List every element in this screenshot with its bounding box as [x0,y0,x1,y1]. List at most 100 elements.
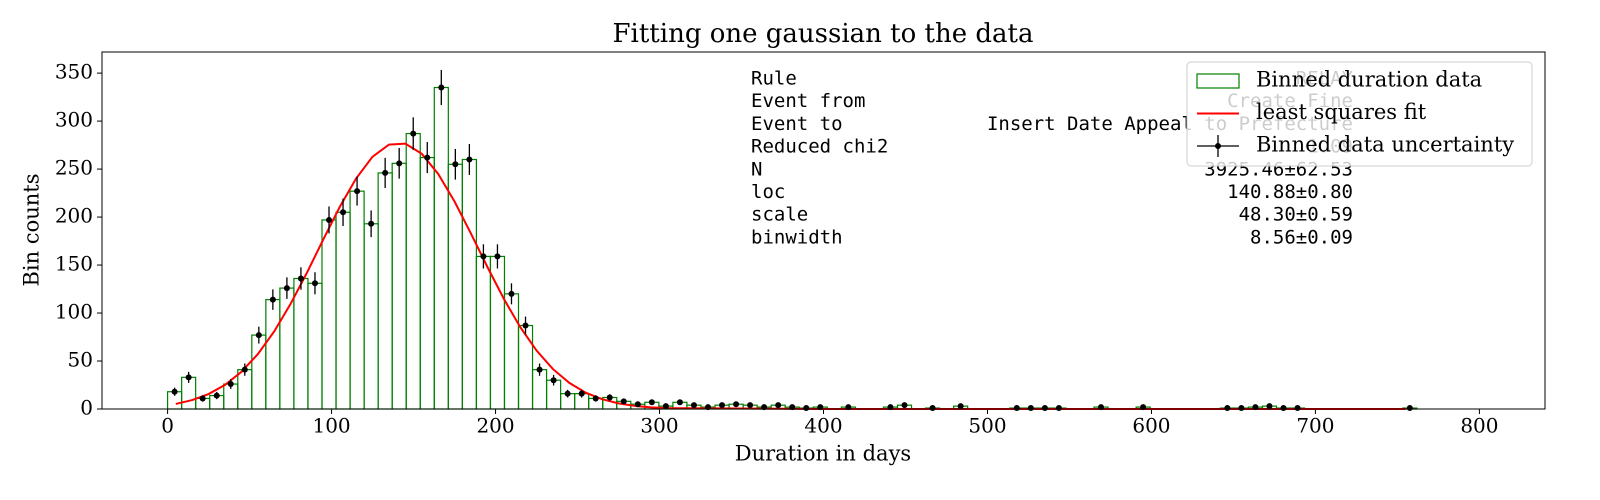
histogram-bar [321,219,337,410]
annotation-label: Event to [751,113,843,135]
data-point [1406,405,1413,412]
x-tick-label: 100 [312,414,350,438]
annotation-value: 48.30±0.59 [1239,204,1353,226]
data-point [1238,405,1245,412]
legend-label: Binned data uncertainty [1256,133,1514,157]
data-point [199,395,206,402]
histogram-bar [405,132,421,410]
data-point [719,402,726,409]
histogram-bar [391,162,407,410]
data-point [929,405,936,412]
data-point [676,399,683,406]
y-tick-label: 100 [55,300,93,324]
x-tick-label: 500 [968,414,1006,438]
data-point [564,390,571,397]
histogram-bar [433,86,449,410]
annotation-label: binwidth [751,226,843,248]
data-point [901,402,908,409]
x-tick-label: 700 [1296,414,1334,438]
data-point [648,399,655,406]
data-point [1041,405,1048,412]
annotation-label: Reduced chi2 [751,136,888,158]
x-tick-label: 0 [161,414,174,438]
chart-title: Fitting one gaussian to the data [613,19,1034,49]
annotation-value: 8.56±0.09 [1250,226,1353,248]
y-tick-label: 200 [55,204,93,228]
annotation-label: scale [751,204,808,226]
plot-frame [101,51,1546,410]
histogram-bar [363,223,379,410]
data-point [1294,405,1301,412]
data-point [578,390,585,397]
data-point [1266,403,1273,410]
legend-swatch [1215,143,1221,149]
data-point [368,220,375,227]
data-point [662,403,669,410]
x-tick-label: 300 [640,414,678,438]
legend-label: least squares fit [1256,100,1427,124]
data-point [283,285,290,292]
data-point [690,402,697,409]
data-point [354,188,361,195]
data-point [340,209,347,216]
fit-line [175,142,1406,410]
data-point [775,402,782,409]
y-tick-label: 150 [55,252,93,276]
x-axis-label: Duration in days [735,442,911,466]
histogram-bar [475,255,492,410]
data-point [255,332,262,339]
data-point [466,156,473,163]
histogram-bar [517,324,534,410]
x-tick-label: 200 [476,414,514,438]
data-point [508,290,515,297]
annotation-label: loc [751,181,785,203]
data-point [297,275,304,282]
data-point [1055,405,1062,412]
histogram-bar [293,277,309,410]
legend-label: Binned duration data [1256,68,1482,92]
x-tick-label: 400 [804,414,842,438]
data-point [1224,405,1231,412]
data-point [606,394,613,401]
y-tick-label: 50 [68,348,93,372]
data-point [747,402,754,409]
x-tick-label: 800 [1460,414,1498,438]
data-point [494,253,501,260]
data-point [536,366,543,373]
data-point [396,160,403,167]
histogram-bar [335,211,351,410]
data-point [382,169,389,176]
data-point [424,154,431,161]
data-point [438,84,445,91]
data-point [311,280,318,287]
data-point [452,161,459,168]
data-point [213,392,220,399]
data-point [269,296,276,303]
data-point [522,322,529,329]
data-point [410,130,417,137]
y-tick-label: 350 [55,60,93,84]
data-point [550,377,557,384]
y-tick-label: 0 [80,396,93,420]
y-axis-label: Bin counts [20,173,44,286]
data-point [185,374,192,381]
data-point [634,401,641,408]
y-tick-label: 250 [55,156,93,180]
data-point [241,366,248,373]
data-point [171,388,178,395]
annotation-label: Rule [751,68,797,90]
histogram-bar [377,172,393,410]
histogram-bar [265,298,281,410]
annotation-label: Event from [751,90,865,112]
data-point [1027,405,1034,412]
legend-swatch [1196,73,1240,89]
data-point [326,216,333,223]
y-tick-label: 300 [55,108,93,132]
data-point [620,398,627,405]
x-tick-label: 600 [1132,414,1170,438]
histogram-bar [461,158,477,410]
data-point [803,405,810,412]
data-point [957,403,964,410]
histogram-bar [419,156,435,410]
